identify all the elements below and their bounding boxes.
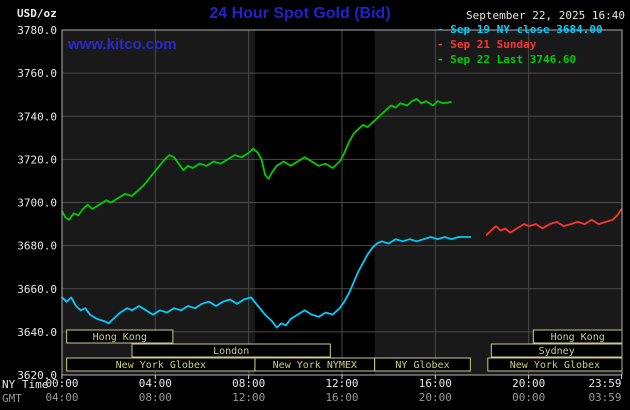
gmt-tick-label: 00:00 xyxy=(512,391,545,404)
y-tick-label: 3620.0 xyxy=(17,369,57,382)
y-tick-label: 3740.0 xyxy=(17,110,57,123)
ny-time-tick-label: 12:00 xyxy=(325,377,358,390)
series-line-sep-22-last xyxy=(61,98,452,221)
gmt-tick-label: 16:00 xyxy=(325,391,358,404)
legend-item: - Sep 22 Last 3746.60 xyxy=(437,53,577,66)
session-label-new-york-globex: New York Globex xyxy=(510,360,600,371)
chart-timestamp: September 22, 2025 16:40 xyxy=(466,9,625,22)
gmt-axis-label: GMT xyxy=(2,392,22,405)
y-tick-label: 3760.0 xyxy=(17,67,57,80)
ny-time-tick-label: 16:00 xyxy=(419,377,452,390)
session-label-new-york-globex: New York Globex xyxy=(116,360,206,371)
session-box-hong-kong xyxy=(66,329,174,344)
ny-time-tick-label: 20:00 xyxy=(512,377,545,390)
session-label-ny-globex: NY Globex xyxy=(395,360,449,371)
legend-item: - Sep 19 NY close 3684.00 xyxy=(437,23,603,36)
chart-title: 24 Hour Spot Gold (Bid) xyxy=(209,5,391,22)
gmt-tick-label: 08:00 xyxy=(139,391,172,404)
gmt-tick-label: 20:00 xyxy=(419,391,452,404)
session-box-london xyxy=(131,343,331,358)
session-label-hong-kong: Hong Kong xyxy=(93,332,147,343)
y-tick-label: 3720.0 xyxy=(17,153,57,166)
session-label-hong-kong: Hong Kong xyxy=(551,332,605,343)
ny-time-axis-label: NY Time xyxy=(2,378,49,391)
series-line-sep-21-sunday xyxy=(485,208,623,236)
legend: - Sep 19 NY close 3684.00 - Sep 21 Sunday… xyxy=(437,23,603,66)
y-tick-label: 3640.0 xyxy=(17,326,57,339)
gmt-tick-label: 04:00 xyxy=(45,391,78,404)
session-box-ny-globex xyxy=(374,357,471,372)
gmt-tick-label: 12:00 xyxy=(232,391,265,404)
ny-time-tick-label: 08:00 xyxy=(232,377,265,390)
ny-time-tick-label: 23:59 xyxy=(588,377,621,390)
y-tick-label: 3700.0 xyxy=(17,197,57,210)
plot-border xyxy=(61,29,623,376)
session-label-new-york-nymex: New York NYMEX xyxy=(273,360,357,371)
ny-time-tick-label: 00:00 xyxy=(45,377,78,390)
ny-time-tick-label: 04:00 xyxy=(139,377,172,390)
gmt-tick-label: 03:59 xyxy=(588,391,621,404)
kitco-website-link[interactable]: www.kitco.com xyxy=(68,36,177,53)
y-tick-label: 3780.0 xyxy=(17,24,57,37)
y-tick-label: 3660.0 xyxy=(17,283,57,296)
y-tick-label: 3680.0 xyxy=(17,240,57,253)
session-label-sydney: Sydney xyxy=(539,346,575,357)
legend-item: - Sep 21 Sunday xyxy=(437,38,537,51)
session-label-london: London xyxy=(213,346,249,357)
y-axis-units-label: USD/oz xyxy=(17,7,57,20)
series-line-sep-19-ny-close xyxy=(61,236,472,329)
